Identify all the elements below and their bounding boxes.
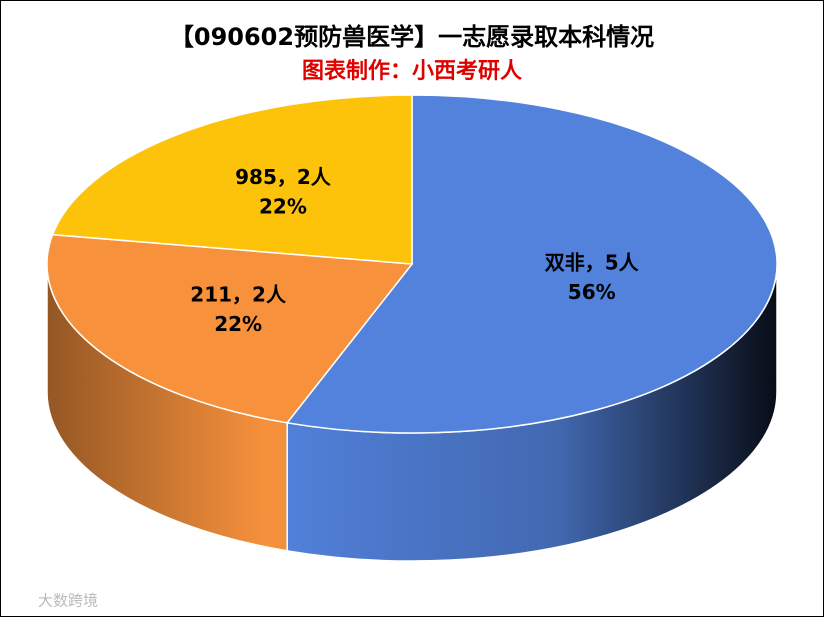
label-separator: ， bbox=[277, 164, 297, 188]
chart-title: 【090602预防兽医学】一志愿录取本科情况 bbox=[170, 23, 654, 51]
percent-label: 56% bbox=[568, 280, 616, 304]
label-separator: ， bbox=[585, 250, 605, 274]
category-label: 985 bbox=[235, 164, 277, 188]
pie bbox=[46, 94, 778, 562]
value-label: 5人 bbox=[605, 250, 640, 274]
data-label: 双非，5人 bbox=[545, 250, 640, 274]
pie-slice bbox=[285, 94, 778, 434]
category-label: 211 bbox=[190, 282, 232, 306]
pie-slice bbox=[46, 233, 414, 424]
value-label: 2人 bbox=[252, 282, 287, 306]
data-label: 211，2人 bbox=[190, 282, 287, 306]
pie-slice bbox=[51, 94, 413, 265]
label-separator: ， bbox=[232, 282, 252, 306]
percent-label: 22% bbox=[214, 312, 262, 336]
value-label: 2人 bbox=[297, 164, 332, 188]
percent-label: 22% bbox=[259, 194, 307, 218]
watermark: 大数跨境 bbox=[38, 592, 98, 610]
data-label: 985，2人 bbox=[235, 164, 332, 188]
chart-subtitle: 图表制作：小西考研人 bbox=[302, 59, 522, 84]
category-label: 双非 bbox=[545, 250, 585, 274]
